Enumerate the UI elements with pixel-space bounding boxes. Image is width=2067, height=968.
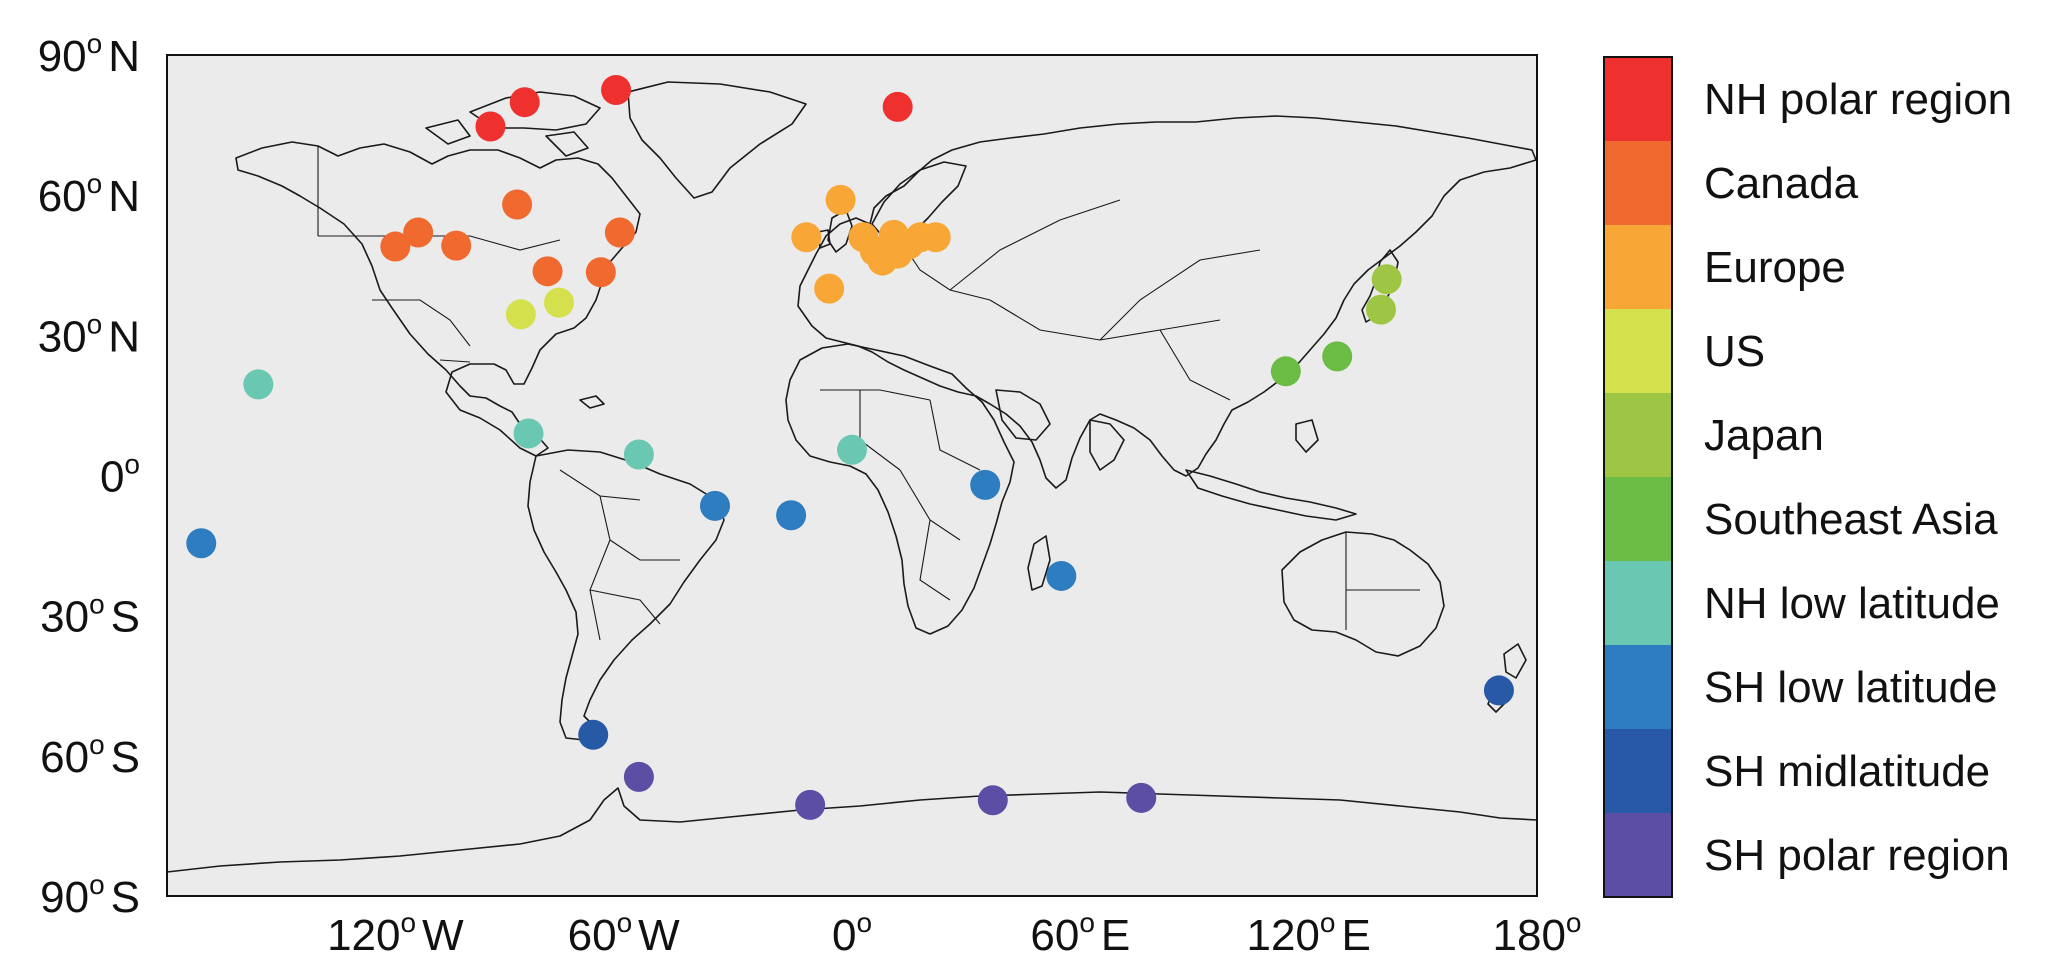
legend-swatch xyxy=(1604,813,1672,898)
station-marker xyxy=(509,87,540,118)
y-tick-label: 30o S xyxy=(40,589,140,642)
station-marker xyxy=(700,490,730,521)
station-marker xyxy=(977,785,1008,816)
station-marker xyxy=(1322,341,1353,372)
south-america-coastline xyxy=(527,449,725,741)
color-legend: NH polar region Canada Europe US Japan Southe… xyxy=(1603,56,2012,898)
station-marker xyxy=(1046,560,1077,591)
station-marker xyxy=(578,719,609,750)
y-tick-label: 90o N xyxy=(38,28,140,81)
x-tick-label: 120o E xyxy=(1246,907,1370,960)
station-marker xyxy=(380,231,411,262)
indonesia-coastline xyxy=(1185,419,1357,521)
station-marker xyxy=(1270,356,1301,387)
legend-swatch xyxy=(1604,561,1672,646)
y-tick-label: 60o S xyxy=(40,729,140,782)
borders-australia xyxy=(1345,532,1420,630)
station-marker xyxy=(1365,294,1396,325)
legend-swatch xyxy=(1604,645,1672,730)
x-axis-ticks: 120o W 60o W 0o 60o E 120o E 180o xyxy=(327,907,1581,960)
legend-frame xyxy=(1603,56,1673,898)
x-tick-label: 180o xyxy=(1493,907,1582,960)
greenland-coastline xyxy=(627,81,807,199)
legend-label: SH low latitude xyxy=(1704,663,1997,712)
legend-label: Southeast Asia xyxy=(1704,495,1998,544)
station-marker xyxy=(825,184,856,215)
legend-swatch xyxy=(1604,57,1672,142)
legend-swatch xyxy=(1604,393,1672,478)
station-marker xyxy=(502,189,533,220)
south-asia-coastline xyxy=(995,389,1125,471)
station-marker xyxy=(513,418,544,449)
coastlines xyxy=(166,81,1538,873)
station-marker xyxy=(505,299,536,330)
station-marker xyxy=(441,230,472,261)
station-marker xyxy=(882,91,913,122)
x-tick-label: 0o xyxy=(832,907,872,960)
station-marker xyxy=(1126,782,1157,813)
station-marker xyxy=(837,434,867,465)
borders-north-america xyxy=(317,146,561,363)
y-tick-label: 0o xyxy=(100,449,140,502)
map-background xyxy=(167,55,1537,896)
station-marker xyxy=(475,111,506,142)
legend-label: US xyxy=(1704,327,1765,376)
stations-layer xyxy=(186,75,1514,820)
borders-europe-asia xyxy=(899,199,1261,401)
legend-label: Japan xyxy=(1704,411,1824,460)
legend-label: NH polar region xyxy=(1704,75,2012,124)
legend-swatch xyxy=(1604,729,1672,814)
station-marker xyxy=(186,528,217,559)
africa-coastline xyxy=(785,343,1015,635)
station-marker xyxy=(623,761,654,792)
legend-swatch xyxy=(1604,141,1672,226)
station-marker xyxy=(795,789,826,820)
map-frame xyxy=(166,54,1538,897)
station-marker xyxy=(243,369,274,400)
borders-south-america xyxy=(559,469,680,641)
station-marker xyxy=(1483,675,1514,706)
y-tick-label: 30o N xyxy=(38,308,140,361)
eurasia-coastline xyxy=(797,115,1537,489)
station-marker xyxy=(920,222,951,253)
legend-label: Canada xyxy=(1704,159,1859,208)
station-marker xyxy=(604,217,635,248)
legend-swatch xyxy=(1604,225,1672,310)
station-marker xyxy=(1371,264,1402,295)
legend-swatch xyxy=(1604,477,1672,562)
station-marker xyxy=(403,217,434,248)
station-marker xyxy=(543,287,574,318)
map-plot-area xyxy=(166,54,1538,897)
australia-coastline xyxy=(1281,531,1445,657)
legend-swatch xyxy=(1604,309,1672,394)
madagascar-coastline xyxy=(1027,535,1051,591)
x-tick-label: 60o W xyxy=(568,907,681,960)
x-tick-label: 120o W xyxy=(327,907,464,960)
y-axis-ticks: 90o N 60o N 30o N 0o 30o S 60o S 90o S xyxy=(38,28,140,922)
legend-label: SH midlatitude xyxy=(1704,747,1990,796)
legend-label: Europe xyxy=(1704,243,1846,292)
station-marker xyxy=(878,219,909,250)
legend-label: SH polar region xyxy=(1704,831,2010,880)
antarctica-coastline xyxy=(166,787,1538,873)
station-marker xyxy=(585,257,616,288)
station-marker xyxy=(601,75,632,106)
station-marker xyxy=(970,469,1001,500)
x-tick-label: 60o E xyxy=(1030,907,1130,960)
station-marker xyxy=(791,222,822,253)
station-marker xyxy=(776,500,807,531)
station-marker xyxy=(532,256,563,287)
north-america-coastline xyxy=(235,141,641,457)
y-tick-label: 60o N xyxy=(38,168,140,221)
station-marker xyxy=(623,439,654,470)
country-borders xyxy=(317,146,1420,641)
legend-label: NH low latitude xyxy=(1704,579,2000,628)
station-marker xyxy=(814,273,845,304)
y-tick-label: 90o S xyxy=(40,869,140,922)
